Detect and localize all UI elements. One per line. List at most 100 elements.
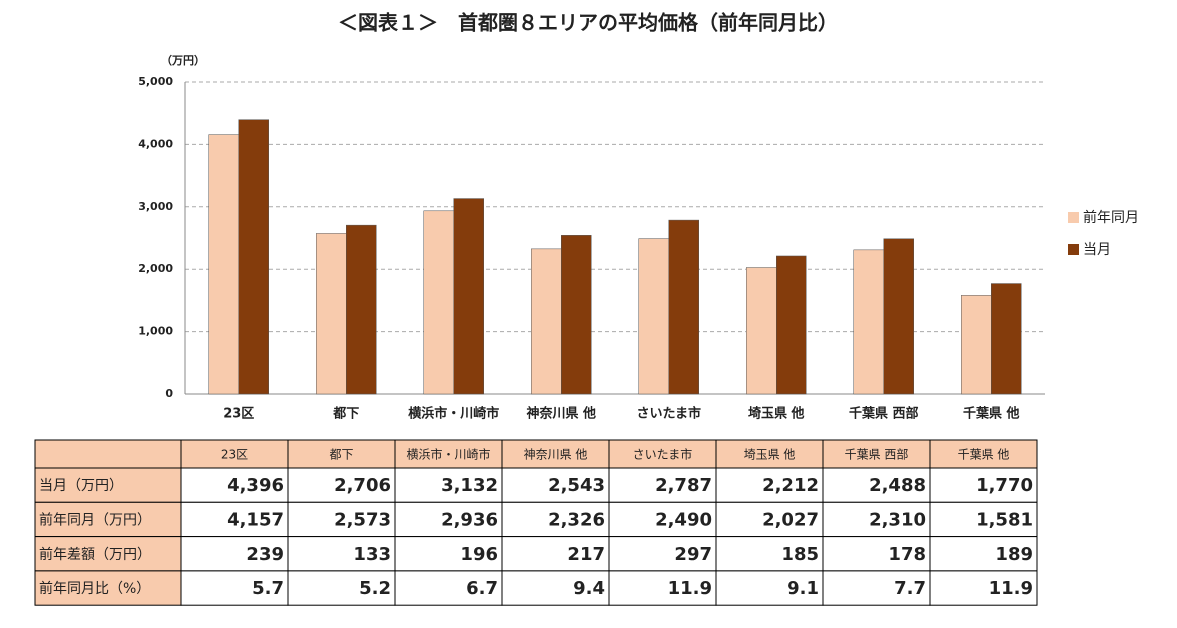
table-cell: [394, 467, 503, 503]
table-cell: [822, 536, 931, 572]
legend-label: 当月: [1083, 242, 1111, 258]
table-value: 2,488: [869, 475, 926, 496]
table-cell: [929, 570, 1038, 606]
table-cell: [180, 570, 289, 606]
table-value: 11.9: [668, 578, 712, 599]
x-tick-label: 千葉県 西部: [849, 406, 919, 422]
table-header-cell: [929, 439, 1038, 469]
table-value: 2,490: [655, 509, 712, 530]
row-label: 当月（万円）: [39, 478, 123, 494]
bar: [453, 198, 484, 395]
table-cell: [822, 570, 931, 606]
table-cell: [180, 536, 289, 572]
bar: [531, 248, 562, 395]
table-cell: [715, 467, 824, 503]
y-tick-label: 1,000: [138, 325, 173, 338]
table-value: 9.1: [787, 578, 819, 599]
table-value: 217: [567, 544, 605, 565]
row-label: 前年差額（万円）: [39, 546, 151, 563]
y-unit: （万円）: [161, 54, 205, 67]
table-value: 297: [674, 544, 712, 565]
table-value: 5.7: [252, 578, 284, 599]
x-tick-label: 神奈川県 他: [526, 406, 596, 422]
table-header: さいたま市: [633, 447, 693, 462]
x-tick-label: 横浜市・川崎市: [408, 406, 499, 422]
bar: [561, 235, 592, 395]
table-cell: [180, 501, 289, 538]
y-tick-label: 4,000: [138, 137, 173, 150]
bar: [853, 249, 884, 395]
legend-swatch: [1068, 212, 1079, 223]
table-value: 189: [995, 544, 1033, 565]
x-tick-label: さいたま市: [636, 406, 701, 422]
bar: [208, 134, 239, 395]
bar: [883, 238, 914, 395]
bar: [991, 283, 1022, 395]
bar: [346, 224, 377, 395]
y-tick-label: 2,000: [138, 262, 173, 275]
table-value: 4,157: [227, 509, 284, 530]
y-tick-label: 5,000: [138, 75, 173, 88]
table-header: 神奈川県 他: [524, 448, 588, 462]
table-value: 2,573: [334, 509, 391, 530]
row-label: 前年同月（万円）: [39, 511, 151, 528]
table-cell: [501, 570, 610, 606]
table-cell: [394, 570, 503, 606]
table-cell: [394, 501, 503, 538]
table-corner: [34, 439, 182, 469]
row-label: 前年同月比（%）: [39, 580, 150, 597]
table-value: 11.9: [989, 578, 1033, 599]
chart-title: ＜図表１＞ 首都圏８エリアの平均価格（前年同月比）: [338, 11, 838, 35]
table-value: 2,310: [869, 509, 926, 530]
x-tick-label: 都下: [332, 406, 359, 422]
table-header: 埼玉県 他: [744, 448, 796, 462]
table-value: 2,326: [548, 509, 605, 530]
table-header: 千葉県 西部: [845, 447, 909, 462]
table-cell: [608, 536, 717, 572]
table-header-cell: [394, 439, 503, 469]
table-cell: [608, 467, 717, 503]
table-cell: [715, 536, 824, 572]
bar: [961, 295, 992, 395]
bar: [668, 219, 699, 395]
table-cell: [929, 467, 1038, 503]
bar: [746, 267, 777, 395]
table-cell: [608, 570, 717, 606]
table-value: 2,936: [441, 509, 498, 530]
table-header: 千葉県 他: [958, 448, 1010, 462]
table-value: 1,581: [976, 509, 1033, 530]
table-header: 23区: [221, 448, 248, 462]
x-tick-label: 23区: [223, 407, 254, 422]
table-header-cell: [608, 439, 717, 469]
legend-swatch: [1068, 244, 1079, 255]
table-cell: [822, 467, 931, 503]
table-value: 196: [460, 544, 498, 565]
table-value: 6.7: [466, 578, 498, 599]
table-cell: [501, 467, 610, 503]
table-cell: [287, 467, 396, 503]
bar: [423, 210, 454, 395]
table-value: 2,212: [762, 475, 819, 496]
table-value: 2,543: [548, 475, 605, 496]
table-cell: [394, 536, 503, 572]
table-cell: [715, 570, 824, 606]
table-value: 9.4: [573, 578, 605, 599]
table-value: 185: [781, 544, 819, 565]
table-value: 5.2: [359, 578, 391, 599]
table-value: 178: [888, 544, 926, 565]
bar: [238, 119, 269, 395]
x-tick-label: 千葉県 他: [963, 406, 1020, 422]
y-tick-label: 0: [165, 387, 173, 400]
row-label-cell: [34, 570, 182, 606]
table-header: 都下: [329, 448, 353, 462]
table-value: 7.7: [894, 578, 926, 599]
table-value: 4,396: [227, 475, 284, 496]
table-header-cell: [501, 439, 610, 469]
bar: [776, 255, 807, 395]
table-header-cell: [287, 439, 396, 469]
x-tick-label: 埼玉県 他: [748, 406, 805, 422]
bar: [316, 233, 347, 395]
table-value: 133: [353, 544, 391, 565]
